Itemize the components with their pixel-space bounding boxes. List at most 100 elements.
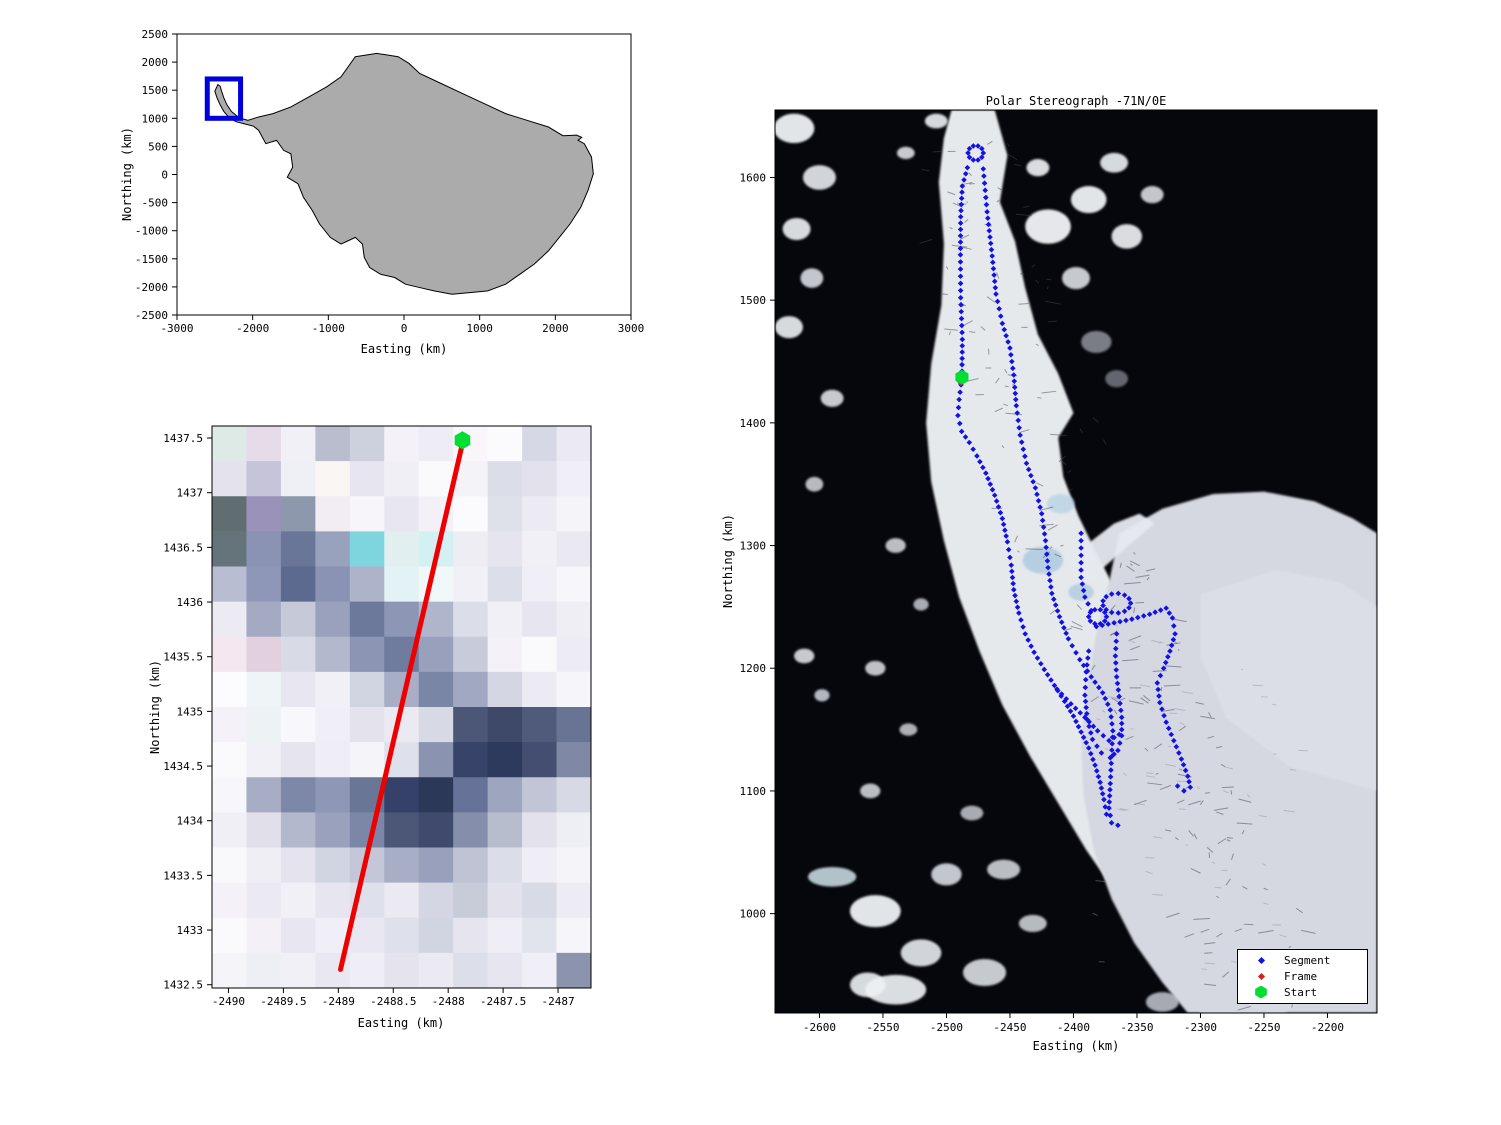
track-diamond-marker xyxy=(984,209,990,215)
track-diamond-marker xyxy=(1009,568,1015,575)
track-diamond-marker xyxy=(1160,665,1167,672)
track-diamond-marker xyxy=(1113,631,1120,637)
track-diamond-marker xyxy=(1112,653,1119,659)
track-diamond-marker xyxy=(1007,345,1013,351)
track-diamond-marker xyxy=(1111,751,1117,757)
track-diamond-marker xyxy=(1106,799,1113,805)
track-diamond-marker xyxy=(1075,723,1082,730)
tick-label: -1000 xyxy=(312,322,345,335)
track-diamond-marker xyxy=(956,396,962,403)
track-diamond-marker xyxy=(1103,606,1109,613)
tick-label: -2487 xyxy=(541,995,574,1008)
main-plot-box xyxy=(774,109,1378,1014)
terrain-spot xyxy=(849,895,901,928)
frame-flight-line xyxy=(338,440,465,972)
track-diamond-marker xyxy=(989,253,995,259)
track-diamond-marker xyxy=(1090,756,1096,763)
track-diamond-marker xyxy=(1102,804,1109,810)
track-diamond-marker xyxy=(1093,768,1100,774)
track-diamond-marker xyxy=(1115,822,1121,829)
tick-label: 0 xyxy=(401,322,408,335)
track-diamond-marker xyxy=(1014,410,1021,416)
track-diamond-marker xyxy=(1170,623,1177,629)
track-diamond-marker xyxy=(1170,636,1177,643)
track-diamond-marker xyxy=(1077,710,1084,716)
track-diamond-marker xyxy=(957,226,964,233)
tick-label: 1436 xyxy=(177,596,204,609)
track-diamond-marker xyxy=(1041,666,1048,673)
track-diamond-marker xyxy=(1038,660,1044,667)
tick-label: -2250 xyxy=(1247,1021,1280,1034)
track-diamond-marker xyxy=(999,515,1006,522)
track-diamond-marker xyxy=(1181,788,1187,794)
track-diamond-marker xyxy=(1118,732,1125,739)
track-diamond-marker xyxy=(1110,728,1116,734)
track-diamond-marker xyxy=(994,298,1001,305)
track-diamond-marker xyxy=(1114,680,1121,687)
tick-label: 1434 xyxy=(177,815,204,828)
track-diamond-marker xyxy=(1038,510,1045,517)
tick-label: 1432.5 xyxy=(163,979,203,992)
track-diamond-marker xyxy=(975,143,981,149)
track-diamond-marker xyxy=(980,150,987,156)
track-diamond-marker xyxy=(957,389,963,395)
inset-xlabel: Easting (km) xyxy=(360,342,448,356)
track-diamond-marker xyxy=(1096,684,1102,691)
terrain-spot xyxy=(1105,370,1129,388)
track-diamond-marker xyxy=(1097,606,1104,613)
track-diamond-marker xyxy=(1127,600,1134,607)
track-diamond-marker xyxy=(1068,701,1074,707)
track-diamond-marker xyxy=(1155,686,1161,693)
track-diamond-marker xyxy=(1108,591,1115,597)
track-diamond-marker xyxy=(1161,712,1167,719)
tick-label: 3000 xyxy=(618,322,645,335)
track-diamond-marker xyxy=(1078,729,1084,735)
terrain-spot xyxy=(1140,186,1164,204)
track-diamond-marker xyxy=(1056,613,1063,620)
track-diamond-marker xyxy=(958,428,965,435)
track-diamond-marker xyxy=(1014,604,1021,611)
track-diamond-marker xyxy=(1086,723,1092,730)
track-diamond-marker xyxy=(1126,604,1132,611)
track-diamond-marker xyxy=(1167,648,1173,654)
segment-diamond-icon xyxy=(1238,956,1284,964)
track-diamond-marker xyxy=(1037,504,1043,511)
track-diamond-marker xyxy=(1063,696,1070,702)
terrain-spot xyxy=(900,939,942,967)
region-highlight-box xyxy=(204,76,244,121)
track-diamond-marker xyxy=(1172,631,1178,637)
tick-label: 1100 xyxy=(740,785,767,798)
tick-label: -2500 xyxy=(930,1021,963,1034)
track-diamond-marker xyxy=(1078,559,1084,566)
legend-label-segment: Segment xyxy=(1284,953,1331,967)
track-diamond-marker xyxy=(1073,718,1079,725)
track-diamond-marker xyxy=(1111,734,1117,741)
track-diamond-marker xyxy=(974,453,980,459)
track-diamond-marker xyxy=(959,336,966,343)
track-diamond-marker xyxy=(1092,606,1098,613)
track-diamond-marker xyxy=(1165,725,1172,732)
track-diamond-marker xyxy=(983,470,989,476)
track-diamond-marker xyxy=(1135,614,1141,621)
tick-label: 1000 xyxy=(466,322,493,335)
track-diamond-marker xyxy=(1023,460,1030,467)
track-diamond-marker xyxy=(1165,653,1171,660)
track-diamond-marker xyxy=(1032,485,1039,491)
tick-label: -2550 xyxy=(866,1021,899,1034)
track-diamond-marker xyxy=(957,294,964,301)
track-diamond-marker xyxy=(1082,594,1088,600)
tick-label: -2450 xyxy=(993,1021,1026,1034)
track-diamond-marker xyxy=(955,412,961,419)
track-diamond-marker xyxy=(958,207,964,214)
legend-label-frame: Frame xyxy=(1284,969,1318,983)
track-diamond-marker xyxy=(991,278,998,285)
track-diamond-marker xyxy=(1043,551,1050,557)
track-diamond-marker xyxy=(1088,730,1094,736)
track-diamond-marker xyxy=(1082,698,1089,705)
track-diamond-marker xyxy=(1051,682,1058,689)
track-diamond-marker xyxy=(1129,616,1135,622)
track-diamond-marker xyxy=(980,464,986,471)
track-diamond-marker xyxy=(1113,674,1120,680)
track-diamond-marker xyxy=(1187,784,1194,791)
track-diamond-marker xyxy=(1157,607,1164,613)
